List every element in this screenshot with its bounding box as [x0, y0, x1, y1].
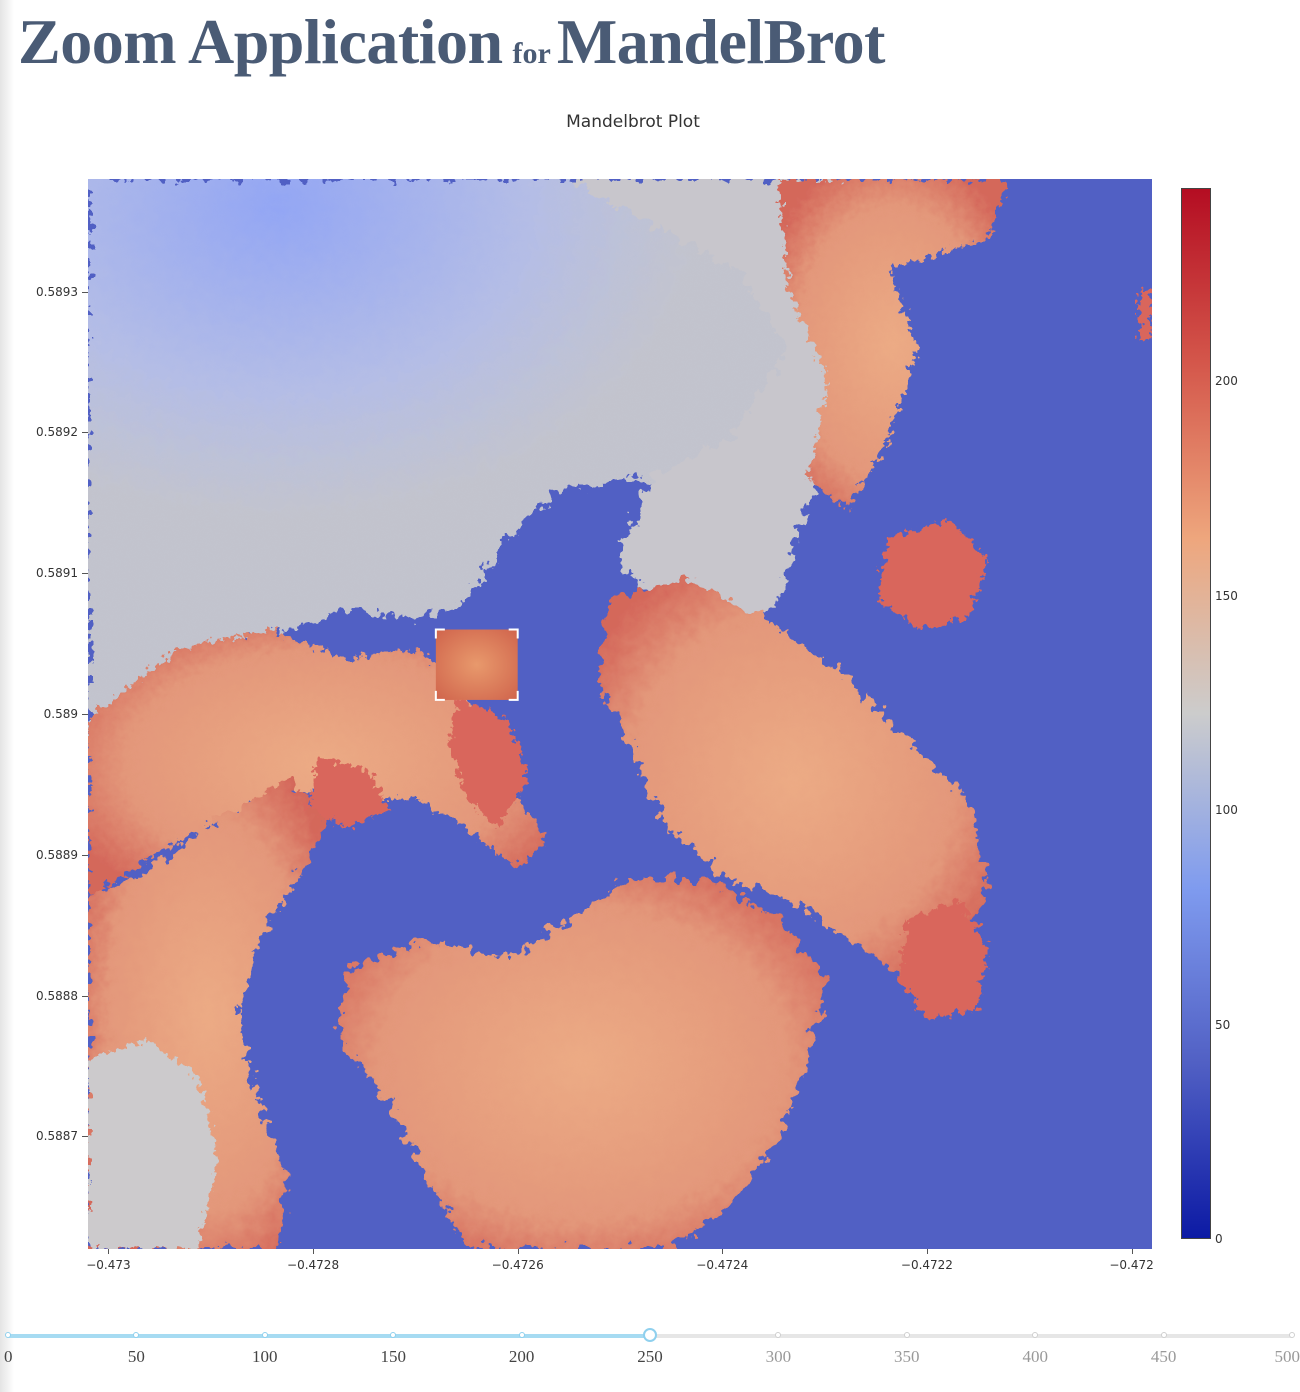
x-tick-label: −0.4726: [491, 1258, 544, 1272]
region-spur-top-right-edge: [1138, 289, 1152, 339]
y-tick-label: 0.5892: [36, 425, 78, 440]
x-tick-label: −0.472: [1109, 1258, 1154, 1272]
slider-mark-label[interactable]: 500: [1274, 1347, 1300, 1366]
slider-dot[interactable]: [133, 1332, 140, 1338]
slider-mark-label[interactable]: 250: [637, 1347, 663, 1366]
region-peach-center-branch: [598, 579, 988, 979]
region-lower-left-light: [88, 1039, 218, 1249]
y-tick-label: 0.5887: [36, 1129, 78, 1144]
y-tick-mark: [82, 573, 88, 575]
x-tick-mark: [517, 1249, 519, 1254]
slider-dot[interactable]: [390, 1332, 397, 1338]
x-tick-label: −0.473: [86, 1258, 131, 1272]
colorbar-tick-label: 50: [1215, 1017, 1231, 1032]
y-tick-label: 0.5888: [36, 988, 78, 1003]
y-tick-mark: [82, 854, 88, 856]
slider-dot[interactable]: [1160, 1332, 1167, 1338]
colorbar-tick-label: 100: [1215, 803, 1238, 818]
zoom-selection-box[interactable]: [434, 628, 519, 701]
slider-mark-label[interactable]: 350: [894, 1347, 920, 1366]
y-tick-mark: [82, 1136, 88, 1138]
slider-dot[interactable]: [1032, 1332, 1039, 1338]
region-upper-light: [88, 179, 848, 739]
heatmap-canvas[interactable]: [88, 179, 1152, 1249]
zoom-selection-fill: [435, 629, 518, 700]
y-tick-label: 0.589: [43, 707, 78, 721]
x-tick-label: −0.4728: [287, 1258, 340, 1272]
app-title-zoom: Zoom Application: [18, 6, 503, 77]
slider-mark-label[interactable]: 0: [4, 1347, 13, 1366]
slider-dot[interactable]: [1289, 1332, 1295, 1338]
colorbar-tick-label: 200: [1215, 374, 1238, 389]
colorbar-tick-label: 150: [1215, 588, 1238, 603]
x-tick-mark: [108, 1249, 110, 1254]
y-tick-label: 0.5891: [36, 566, 78, 581]
slider-mark-label[interactable]: 150: [380, 1347, 406, 1366]
x-tick-label: −0.4724: [696, 1258, 749, 1272]
y-tick-label: 0.5889: [36, 847, 78, 862]
zoom-selection-corners: [434, 628, 519, 701]
colorbar: [1181, 188, 1211, 1239]
mandelbrot-heatmap[interactable]: [88, 179, 1152, 1249]
slider-dot[interactable]: [518, 1332, 525, 1338]
slider-dot[interactable]: [5, 1332, 11, 1338]
slider-mark-label[interactable]: 450: [1150, 1347, 1177, 1366]
y-tick-mark: [82, 291, 88, 293]
page-edge-shadow: [0, 0, 14, 1392]
app-title: Zoom Application forMandelBrot: [18, 2, 885, 94]
region-spur-top-left: [308, 759, 388, 829]
slider-dot[interactable]: [903, 1332, 910, 1338]
region-peach-lower-mass: [338, 879, 828, 1249]
region-peach-right-spur: [878, 519, 988, 629]
app-title-for: for: [512, 37, 551, 70]
slider-fill: [8, 1334, 650, 1338]
x-tick-mark: [1131, 1249, 1133, 1254]
app-title-mandelbrot: MandelBrot: [556, 6, 886, 77]
region-peach-far-right: [898, 899, 988, 1019]
x-tick-label: −0.4722: [900, 1258, 953, 1272]
y-tick-mark: [82, 432, 88, 434]
y-tick-mark: [82, 995, 88, 997]
colorbar-tick-label: 0: [1215, 1232, 1223, 1246]
x-tick-mark: [313, 1249, 315, 1254]
slider-mark-label[interactable]: 100: [252, 1347, 278, 1366]
slider-mark-label[interactable]: 300: [765, 1347, 792, 1366]
x-tick-mark: [722, 1249, 724, 1254]
y-tick-mark: [82, 714, 88, 715]
slider-dot[interactable]: [775, 1332, 782, 1338]
slider-dot[interactable]: [261, 1332, 268, 1338]
plot-title: Mandelbrot Plot: [566, 112, 700, 132]
region-spur-center: [448, 699, 528, 829]
slider-mark-label[interactable]: 50: [127, 1347, 145, 1366]
slider-mark-label[interactable]: 400: [1022, 1347, 1048, 1366]
region-peach-top-right: [778, 179, 1008, 509]
x-tick-mark: [926, 1249, 928, 1254]
y-tick-label: 0.5893: [36, 284, 78, 299]
slider-mark-label[interactable]: 200: [508, 1347, 535, 1366]
slider-handle[interactable]: [643, 1328, 657, 1342]
